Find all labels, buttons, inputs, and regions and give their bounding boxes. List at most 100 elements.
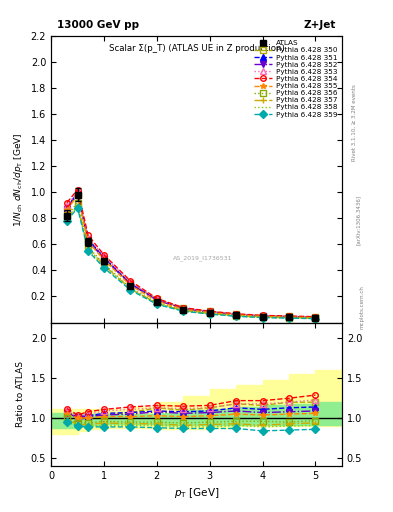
Pythia 6.428 357 xyxy=(286,315,291,321)
Pythia 6.428 359 xyxy=(234,313,239,319)
Pythia 6.428 359 xyxy=(64,218,69,224)
Pythia 6.428 352 xyxy=(154,297,159,303)
Pythia 6.428 350 xyxy=(260,313,265,319)
Pythia 6.428 351 xyxy=(286,314,291,320)
Pythia 6.428 351 xyxy=(75,189,80,195)
Pythia 6.428 355 xyxy=(102,257,107,263)
Pythia 6.428 354 xyxy=(286,313,291,319)
Pythia 6.428 356 xyxy=(128,285,133,291)
Pythia 6.428 350 xyxy=(208,308,212,314)
Pythia 6.428 352 xyxy=(260,313,265,319)
Text: Z+Jet: Z+Jet xyxy=(304,20,336,30)
Pythia 6.428 350 xyxy=(286,313,291,319)
Pythia 6.428 353 xyxy=(102,253,107,259)
Pythia 6.428 352 xyxy=(128,281,133,287)
Pythia 6.428 356 xyxy=(102,261,107,267)
Pythia 6.428 351 xyxy=(86,236,90,242)
Pythia 6.428 357 xyxy=(260,314,265,321)
Pythia 6.428 356 xyxy=(86,244,90,250)
Line: Pythia 6.428 358: Pythia 6.428 358 xyxy=(67,206,316,318)
Pythia 6.428 355 xyxy=(181,306,185,312)
Pythia 6.428 355 xyxy=(154,298,159,304)
Pythia 6.428 359 xyxy=(260,314,265,321)
Pythia 6.428 350 xyxy=(128,281,133,287)
Pythia 6.428 353 xyxy=(260,313,265,319)
Pythia 6.428 351 xyxy=(102,254,107,261)
Y-axis label: Ratio to ATLAS: Ratio to ATLAS xyxy=(16,361,25,427)
Pythia 6.428 355 xyxy=(234,312,239,318)
Pythia 6.428 358 xyxy=(234,313,239,319)
Line: Pythia 6.428 353: Pythia 6.428 353 xyxy=(64,189,318,319)
Pythia 6.428 357 xyxy=(313,315,318,322)
Pythia 6.428 357 xyxy=(64,215,69,221)
Pythia 6.428 356 xyxy=(260,314,265,320)
Pythia 6.428 352 xyxy=(102,255,107,262)
Pythia 6.428 358 xyxy=(102,264,107,270)
Pythia 6.428 353 xyxy=(75,189,80,195)
Pythia 6.428 352 xyxy=(64,206,69,212)
Pythia 6.428 352 xyxy=(234,312,239,318)
Pythia 6.428 352 xyxy=(86,238,90,244)
Pythia 6.428 357 xyxy=(154,300,159,306)
Pythia 6.428 356 xyxy=(181,307,185,313)
Pythia 6.428 356 xyxy=(64,212,69,219)
Pythia 6.428 351 xyxy=(181,306,185,312)
Pythia 6.428 352 xyxy=(181,306,185,312)
Pythia 6.428 353 xyxy=(128,279,133,285)
Pythia 6.428 358 xyxy=(75,203,80,209)
Pythia 6.428 354 xyxy=(234,311,239,317)
Pythia 6.428 355 xyxy=(208,309,212,315)
X-axis label: $p_\mathrm{T}\ [\mathrm{GeV}]$: $p_\mathrm{T}\ [\mathrm{GeV}]$ xyxy=(174,486,219,500)
Pythia 6.428 350 xyxy=(64,206,69,212)
Pythia 6.428 350 xyxy=(86,238,90,244)
Y-axis label: $1/N_\mathrm{ch}\ dN_\mathrm{ch}/dp_\mathrm{T}\ [\mathrm{GeV}]$: $1/N_\mathrm{ch}\ dN_\mathrm{ch}/dp_\mat… xyxy=(12,132,25,226)
Pythia 6.428 358 xyxy=(86,246,90,252)
Pythia 6.428 356 xyxy=(286,314,291,321)
Pythia 6.428 359 xyxy=(154,301,159,307)
Pythia 6.428 357 xyxy=(75,202,80,208)
Pythia 6.428 357 xyxy=(86,245,90,251)
Pythia 6.428 350 xyxy=(154,296,159,302)
Pythia 6.428 359 xyxy=(286,315,291,321)
Pythia 6.428 354 xyxy=(86,232,90,238)
Pythia 6.428 356 xyxy=(154,300,159,306)
Pythia 6.428 356 xyxy=(208,310,212,316)
Pythia 6.428 356 xyxy=(75,200,80,206)
Pythia 6.428 352 xyxy=(208,309,212,315)
Pythia 6.428 356 xyxy=(313,315,318,321)
Pythia 6.428 357 xyxy=(234,313,239,319)
Pythia 6.428 351 xyxy=(64,205,69,211)
Pythia 6.428 354 xyxy=(260,312,265,318)
Pythia 6.428 354 xyxy=(181,305,185,311)
Pythia 6.428 352 xyxy=(286,314,291,320)
Pythia 6.428 351 xyxy=(154,296,159,303)
Pythia 6.428 358 xyxy=(181,308,185,314)
Text: AS_2019_I1736531: AS_2019_I1736531 xyxy=(173,255,233,261)
Pythia 6.428 353 xyxy=(64,202,69,208)
Text: Scalar Σ(p_T) (ATLAS UE in Z production): Scalar Σ(p_T) (ATLAS UE in Z production) xyxy=(108,45,285,53)
Text: [arXiv:1306.3436]: [arXiv:1306.3436] xyxy=(356,195,361,245)
Pythia 6.428 354 xyxy=(64,200,69,206)
Pythia 6.428 358 xyxy=(64,217,69,223)
Pythia 6.428 357 xyxy=(128,286,133,292)
Pythia 6.428 354 xyxy=(154,295,159,302)
Pythia 6.428 357 xyxy=(208,310,212,316)
Pythia 6.428 358 xyxy=(128,286,133,292)
Pythia 6.428 351 xyxy=(208,309,212,315)
Pythia 6.428 358 xyxy=(313,315,318,322)
Line: Pythia 6.428 357: Pythia 6.428 357 xyxy=(64,202,318,321)
Text: 13000 GeV pp: 13000 GeV pp xyxy=(57,20,139,30)
Pythia 6.428 355 xyxy=(64,207,69,214)
Pythia 6.428 353 xyxy=(86,235,90,241)
Pythia 6.428 359 xyxy=(313,315,318,322)
Legend: ATLAS, Pythia 6.428 350, Pythia 6.428 351, Pythia 6.428 352, Pythia 6.428 353, P: ATLAS, Pythia 6.428 350, Pythia 6.428 35… xyxy=(252,37,340,120)
Pythia 6.428 351 xyxy=(128,281,133,287)
Pythia 6.428 359 xyxy=(181,308,185,314)
Pythia 6.428 356 xyxy=(234,313,239,319)
Pythia 6.428 359 xyxy=(86,248,90,254)
Pythia 6.428 355 xyxy=(128,282,133,288)
Pythia 6.428 358 xyxy=(286,315,291,321)
Pythia 6.428 353 xyxy=(154,296,159,302)
Pythia 6.428 354 xyxy=(128,278,133,284)
Pythia 6.428 358 xyxy=(154,301,159,307)
